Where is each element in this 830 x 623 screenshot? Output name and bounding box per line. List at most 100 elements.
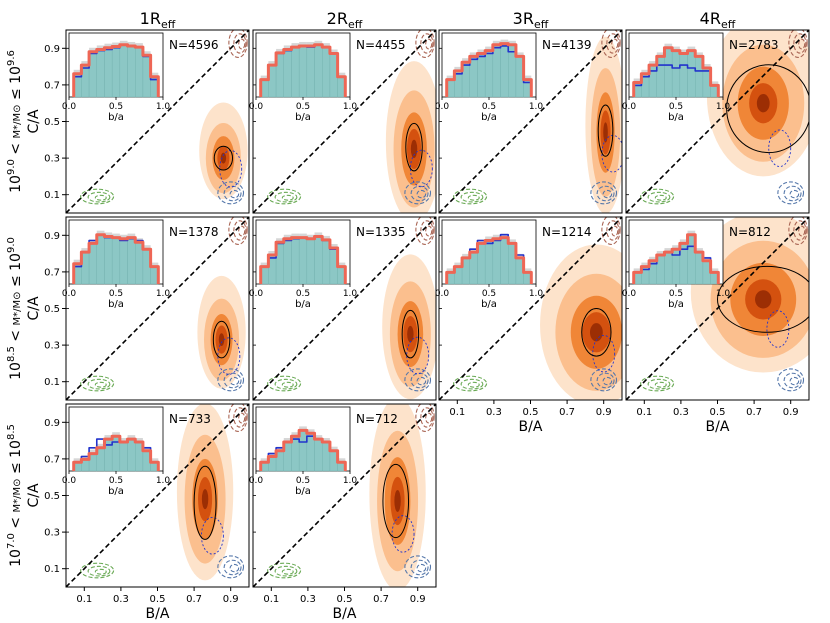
blue-ref-contour [783,185,802,202]
inset-tick-label: 0.5 [296,476,310,486]
brown-ref-contour [425,38,433,50]
blue-model-ellipse [406,336,430,375]
blue-ref-contour [223,559,242,576]
green-ref-contour [274,565,298,577]
blue-ref-contour [777,368,805,392]
green-ref-contour [87,565,111,577]
hist-bar [127,237,136,285]
inset-tick-label: 1.0 [529,102,544,112]
inset-tick-label: 0.0 [62,102,77,112]
brown-ref-contour [415,30,435,58]
blue-ref-contour [777,181,805,205]
green-ref-contour [281,194,294,201]
brown-ref-contour [425,225,433,237]
brown-ref-contour [420,407,434,428]
brown-ref-contour [793,220,807,241]
brown-ref-contour [793,33,807,54]
diagonal-line [253,30,436,213]
density-contour-level-5 [755,290,772,309]
hist-step-red [632,46,720,97]
inset-tick-label: 0.0 [622,102,637,112]
y-tick-label: 0.9 [44,231,60,242]
green-ref-contour [94,568,107,575]
inset-tick-label: 0.0 [249,476,264,486]
column-title-4: 4Reff [700,9,736,31]
hist-bar [119,44,128,98]
y-tick-label: 0.1 [44,190,60,201]
hist-bar [671,50,681,98]
blue-ref-contour [590,181,618,205]
brown-ref-contour [611,38,619,50]
diagonal-line [626,30,809,213]
panel-4 [626,30,809,213]
blue-ref-contour [789,376,800,386]
column-title-base: 3R [513,9,534,28]
diagonal-line [439,30,622,213]
row-label-base: 10 [8,175,24,193]
green-ref-contour [274,378,298,390]
column-title-base: 2R [327,9,348,28]
brown-ref-contour [798,38,806,50]
blue-model-ellipse [592,334,616,373]
panel-9 [66,404,249,587]
brown-ref-contour [238,412,246,424]
green-ref-contour [94,194,107,201]
blue-ref-contour [596,185,615,202]
row-label-mass-range: 109.0 < M*/M⊙ ≤ 109.6 [6,50,24,193]
inset-tick-label: 0.0 [62,289,77,299]
fit-ellipse [213,145,234,171]
panel-8 [626,217,809,400]
blue-ref-contour [789,189,800,199]
green-ref-contour [467,194,480,201]
fit-ellipse [717,265,809,333]
x-axis-label: B/A [146,606,170,622]
brown-ref-contour [233,407,247,428]
hist-bar [111,46,121,98]
brown-ref-contour [788,30,808,58]
density-contour-level-5 [201,489,209,510]
column-title-sub: eff [348,18,363,31]
blue-ref-contour [229,376,240,386]
fit-ellipse [382,463,410,539]
hist-bar [314,44,323,98]
brown-ref-contour [611,225,619,237]
x-tick-label: 0.7 [373,594,389,605]
green-ref-contour [647,191,671,203]
hist-bar [291,237,300,285]
brown-ref-contour [415,404,435,432]
density-contour-level-5 [394,490,401,512]
panel-1 [66,30,249,213]
green-ref-contour [87,378,111,390]
row-label-le: ≤ [8,271,24,292]
x-tick-label: 0.1 [76,594,92,605]
row-label-base: 10 [8,362,24,380]
density-contour-level-5 [407,325,414,343]
hist-step-red [72,43,160,97]
diagonal-line [439,217,622,400]
inset-xlabel: b/a [108,299,124,310]
column-title-base: 1R [140,9,161,28]
row-label-lt: < [8,326,24,347]
x-tick-label: 0.1 [449,407,465,418]
x-tick-label: 0.5 [150,594,166,605]
hist-step-blue [72,438,160,471]
x-axis-label: B/A [706,419,730,435]
panel-6 [253,217,436,400]
inset-tick-label: 0.5 [109,289,123,299]
inset-tick-label: 1.0 [156,476,171,486]
green-ref-contour [654,194,667,201]
blue-ref-contour [416,376,427,386]
row-label-hi: 8.5 [6,424,17,440]
inset-tick-label: 0.5 [109,102,123,112]
blue-ref-contour [590,368,618,392]
brown-ref-contour [238,225,246,237]
blue-ref-contour [223,372,242,389]
x-tick-label: 0.3 [300,594,316,605]
hist-bar [298,237,308,285]
hist-bar [477,53,486,98]
green-ref-contour [281,568,294,575]
inset-tick-label: 1.0 [156,289,171,299]
column-title-sub: eff [161,18,176,31]
hist-bar [492,238,501,285]
green-ref-contour [274,191,298,203]
